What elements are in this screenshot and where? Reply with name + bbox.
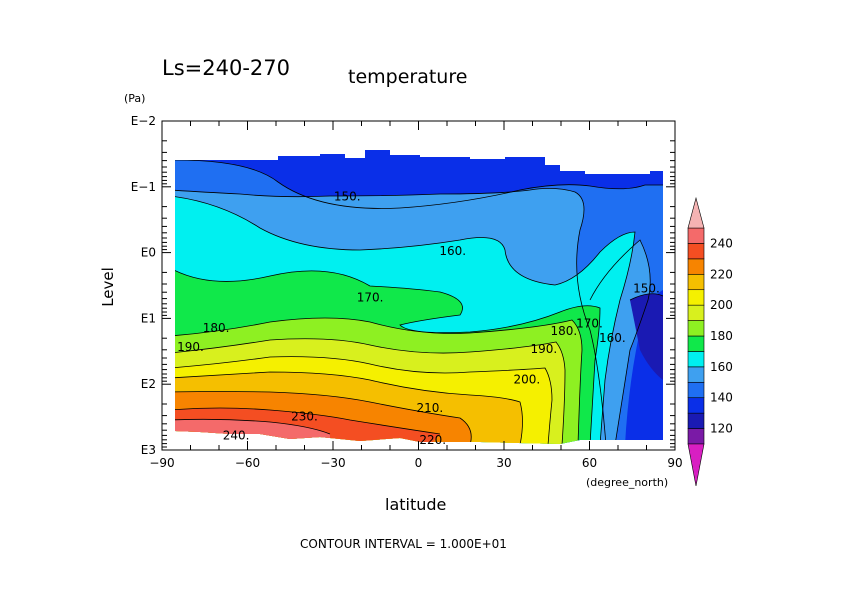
contour-label: 170. [357, 290, 384, 304]
contour-label: 190. [177, 340, 204, 354]
y-tick-label: E−1 [131, 180, 156, 194]
y-tick-label: E2 [141, 377, 156, 391]
contour-label-group: 150. [633, 281, 660, 295]
contour-label: 190. [531, 342, 558, 356]
contour-label-group: 200. [513, 373, 540, 387]
contour-line [175, 338, 566, 444]
band-top-dark [630, 293, 663, 380]
contour-fill-layer [175, 150, 663, 444]
contour-label: 160. [599, 331, 626, 345]
colorbar-swatch [687, 289, 705, 306]
contour-label-group: 190. [531, 342, 558, 356]
contour-label: 150. [334, 189, 361, 203]
contour-label: 150. [633, 281, 660, 295]
x-tick-label: −90 [149, 456, 174, 470]
y-tick-label: E0 [141, 246, 156, 260]
contour-label: 210. [417, 401, 444, 415]
colorbar-swatch [687, 428, 705, 445]
colorbar-swatch [687, 412, 705, 429]
colorbar-swatch [687, 397, 705, 414]
contour-line [175, 188, 607, 444]
contour-label: 170. [576, 317, 603, 331]
contour-labels: 150.160.170.180.190.180.190.200.210.220.… [177, 189, 660, 446]
x-tick-label: 90 [667, 456, 682, 470]
contour-line [175, 418, 331, 435]
contour-label-group: 160. [599, 331, 626, 345]
contour-label: 230. [291, 410, 318, 424]
contour-label-group: 220. [419, 433, 446, 447]
colorbar-swatch [687, 258, 705, 275]
contour-label: 180. [550, 324, 577, 338]
x-axis-label: latitude [385, 495, 447, 514]
colorbar-tick-label: 180 [710, 329, 733, 343]
x-axis-unit: (degree_north) [586, 476, 669, 489]
colorbar-tick-label: 200 [710, 298, 733, 312]
contour-label-group: 150. [334, 189, 361, 203]
chart-title: temperature [348, 66, 468, 88]
colorbar-swatch [687, 381, 705, 399]
colorbar-tick-label: 240 [710, 236, 733, 250]
colorbar-swatch [687, 351, 705, 368]
contour-line [175, 356, 553, 444]
colorbar-swatch [687, 366, 705, 383]
contour-line [629, 293, 663, 301]
contour-label-group: 180. [203, 321, 230, 335]
colorbar: 120 140 160 180 200 220 240 [687, 196, 733, 487]
x-tick-label: 0 [415, 456, 423, 470]
x-tick-label: 60 [582, 456, 597, 470]
y-tick-label: E1 [141, 311, 156, 325]
x-tick-label: −60 [235, 456, 260, 470]
colorbar-swatch [687, 335, 705, 352]
colorbar-tick-label: 140 [710, 391, 733, 405]
contour-label: 220. [419, 433, 446, 447]
contour-label-group: 170. [357, 290, 384, 304]
contour-line [175, 159, 663, 209]
contour-line [175, 195, 636, 444]
contour-label-group: 190. [177, 340, 204, 354]
x-tick-label: −30 [320, 456, 345, 470]
axes: −90 −60 −30 0 30 60 90 E−2 E−1 E0 E1 E2 E3 [131, 114, 683, 470]
colorbar-tick-label: 160 [710, 360, 733, 374]
contour-line [175, 317, 583, 444]
contour-label: 180. [203, 321, 230, 335]
contour-interval-note: CONTOUR INTERVAL = 1.000E+01 [300, 537, 507, 551]
contour-line [175, 407, 441, 435]
y-axis-unit: (Pa) [124, 92, 146, 105]
contour-label-group: 170. [576, 317, 603, 331]
contour-line [175, 267, 601, 444]
contour-label-group: 240. [223, 428, 250, 442]
contour-label-group: 180. [550, 324, 577, 338]
contour-label-group: 210. [417, 401, 444, 415]
colorbar-tick-label: 120 [710, 422, 733, 436]
contour-label-group: 160. [439, 244, 466, 258]
contour-line [175, 371, 523, 444]
y-tick-label: E3 [141, 443, 156, 457]
contour-line [175, 391, 472, 444]
colorbar-swatch [687, 320, 705, 337]
colorbar-swatch [687, 273, 705, 291]
y-tick-label: E−2 [131, 114, 156, 128]
contour-label: 160. [439, 244, 466, 258]
contour-lines [175, 159, 663, 444]
colorbar-over-triangle [687, 196, 705, 229]
colorbar-swatch [687, 243, 705, 260]
contour-line [589, 239, 651, 444]
x-tick-label: 30 [496, 456, 511, 470]
colorbar-under-triangle [687, 443, 705, 487]
colorbar-swatch [687, 304, 705, 321]
contour-label: 200. [513, 373, 540, 387]
contour-label-group: 230. [291, 410, 318, 424]
colorbar-tick-label: 220 [710, 267, 733, 281]
contour-label: 240. [223, 428, 250, 442]
colorbar-swatch [687, 227, 705, 244]
subtitle: Ls=240-270 [162, 56, 290, 80]
